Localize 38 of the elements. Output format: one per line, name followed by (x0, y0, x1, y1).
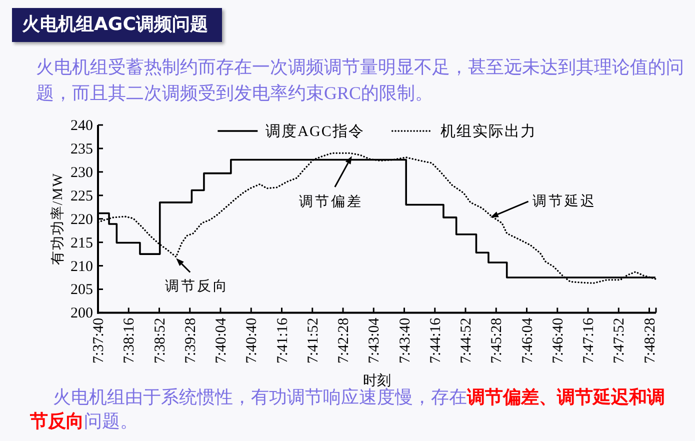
x-tick-label: 7:44:52 (458, 318, 475, 364)
legend-label: 机组实际出力 (440, 123, 536, 140)
x-tick-label: 7:47:16 (581, 317, 598, 364)
x-tick-label: 7:37:40 (91, 318, 107, 364)
x-tick-label: 7:40:40 (244, 318, 260, 364)
x-tick-label: 7:41:16 (274, 317, 291, 364)
x-tick-label: 7:46:40 (550, 318, 566, 364)
x-tick-label: 7:38:52 (152, 318, 168, 364)
x-axis-title: 时刻 (363, 373, 391, 389)
y-axis-title: 有功功率/MW (50, 172, 66, 266)
y-tick-label: 220 (70, 212, 93, 228)
annotation: 调节延迟 (532, 193, 596, 210)
legend-label: 调度AGC指令 (266, 123, 364, 140)
x-tick-label: 7:41:52 (305, 318, 322, 364)
x-tick-label: 7:47:52 (612, 318, 628, 364)
y-tick-label: 230 (70, 164, 93, 181)
y-tick-label: 235 (70, 141, 93, 158)
x-tick-label: 7:46:04 (520, 317, 536, 364)
x-tick-label: 7:38:16 (122, 317, 138, 364)
annotation: 调节偏差 (298, 194, 363, 210)
x-tick-label: 7:43:40 (397, 318, 414, 364)
y-tick-label: 240 (70, 118, 93, 134)
x-tick-label: 7:39:28 (182, 318, 199, 364)
x-tick-label: 7:48:28 (642, 318, 658, 364)
x-tick-label: 7:42:28 (336, 318, 352, 364)
y-tick-label: 210 (70, 258, 93, 275)
x-tick-label: 7:45:28 (489, 318, 506, 364)
x-tick-label: 7:40:04 (214, 317, 230, 364)
y-tick-label: 215 (70, 235, 93, 252)
x-tick-label: 7:44:16 (428, 317, 444, 364)
chart-subtitle: 火电机组受蓄热制约而存在一次调频调节量明显不足，甚至远未达到其理论值的问题，而且其二次调频受到发电率约束GRC的限制。 (36, 56, 685, 105)
y-tick-label: 205 (70, 282, 93, 298)
y-tick-label: 225 (70, 188, 93, 204)
chart-title: 火电机组AGC调频问题 (12, 8, 222, 42)
y-tick-label: 200 (70, 306, 93, 322)
x-tick-label: 7:43:04 (366, 317, 383, 364)
text: 火电机组由于系统惯性，有功调节响应速度慢，存在调节偏差、调节延迟和调节反向问题。 (30, 387, 665, 431)
annotation: 调节反向 (165, 278, 230, 294)
